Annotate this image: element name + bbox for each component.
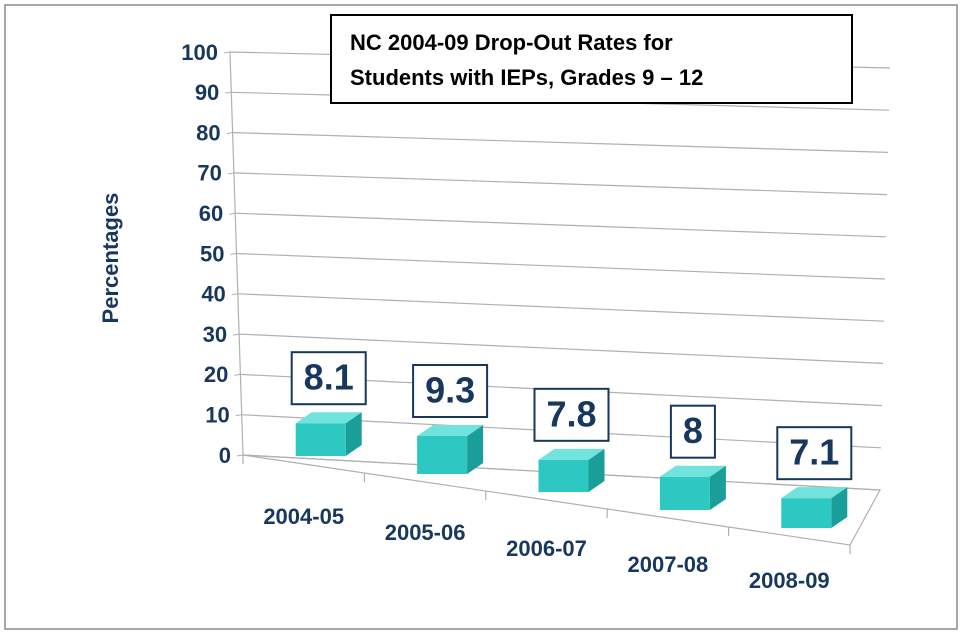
chart-title: NC 2004-09 Drop-Out Rates for	[350, 30, 673, 55]
y-tick	[236, 454, 244, 457]
y-tick-label: 70	[197, 161, 221, 186]
value-label: 9.3	[425, 370, 475, 411]
y-tick	[225, 91, 232, 94]
title-box	[330, 14, 853, 104]
y-tick	[229, 212, 236, 215]
value-label-box	[669, 404, 716, 459]
bar	[295, 423, 346, 456]
x-tick-label: 2005-06	[385, 520, 466, 545]
y-axis	[229, 51, 244, 456]
grid-line	[239, 333, 884, 364]
y-tick-label: 80	[196, 120, 220, 145]
value-label-box	[412, 363, 489, 418]
bar-side	[588, 448, 605, 492]
y-tick-label: 60	[199, 201, 223, 226]
grid-line	[235, 212, 887, 238]
bar-top	[417, 424, 484, 436]
x-tick-label: 2007-08	[628, 552, 709, 577]
y-tick	[226, 132, 233, 135]
bar-side	[345, 412, 362, 456]
y-tick-label: 50	[200, 241, 224, 266]
y-tick	[235, 414, 242, 417]
value-label: 7.1	[789, 432, 839, 473]
y-tick	[233, 333, 240, 336]
y-tick	[223, 51, 231, 54]
grid-line	[237, 293, 885, 322]
value-label: 8.1	[304, 357, 354, 398]
grid-line	[232, 132, 889, 153]
value-label-box	[533, 387, 610, 442]
bar-top	[295, 412, 362, 424]
grid-line	[236, 252, 886, 280]
bar	[538, 459, 589, 492]
bar-top	[538, 448, 605, 460]
bar	[659, 476, 710, 510]
y-tick	[234, 373, 241, 376]
y-tick	[227, 172, 234, 175]
y-tick	[231, 293, 238, 296]
y-tick-label: 100	[181, 40, 218, 65]
bar	[417, 435, 468, 474]
x-tick-label: 2006-07	[506, 536, 587, 561]
y-tick-label: 20	[204, 362, 228, 387]
value-label-box	[776, 426, 853, 481]
value-label-box	[290, 351, 367, 406]
y-tick-label: 40	[201, 282, 225, 307]
bar-side	[467, 424, 484, 474]
bar-side	[709, 465, 726, 510]
grid-line	[233, 172, 888, 196]
bar-side	[831, 487, 848, 528]
y-tick-label: 30	[203, 322, 227, 347]
bar	[781, 498, 832, 528]
y-axis-label: Percentages	[98, 193, 123, 324]
bar-top	[781, 487, 848, 499]
chart-title: Students with IEPs, Grades 9 – 12	[350, 65, 703, 90]
y-tick-label: 90	[195, 80, 219, 105]
value-label: 7.8	[546, 393, 596, 434]
bar-top	[659, 465, 726, 477]
y-tick	[230, 253, 237, 255]
plot-area: 0 10 20 30 40 50 60 70 80 90 100 8.1 2004-05 9.3 2005-…	[181, 40, 891, 593]
value-label: 8	[683, 410, 703, 451]
y-tick-label: 10	[205, 403, 229, 428]
y-tick-label: 0	[219, 443, 231, 468]
x-tick-label: 2008-09	[749, 568, 830, 593]
x-tick-label: 2004-05	[263, 504, 344, 529]
